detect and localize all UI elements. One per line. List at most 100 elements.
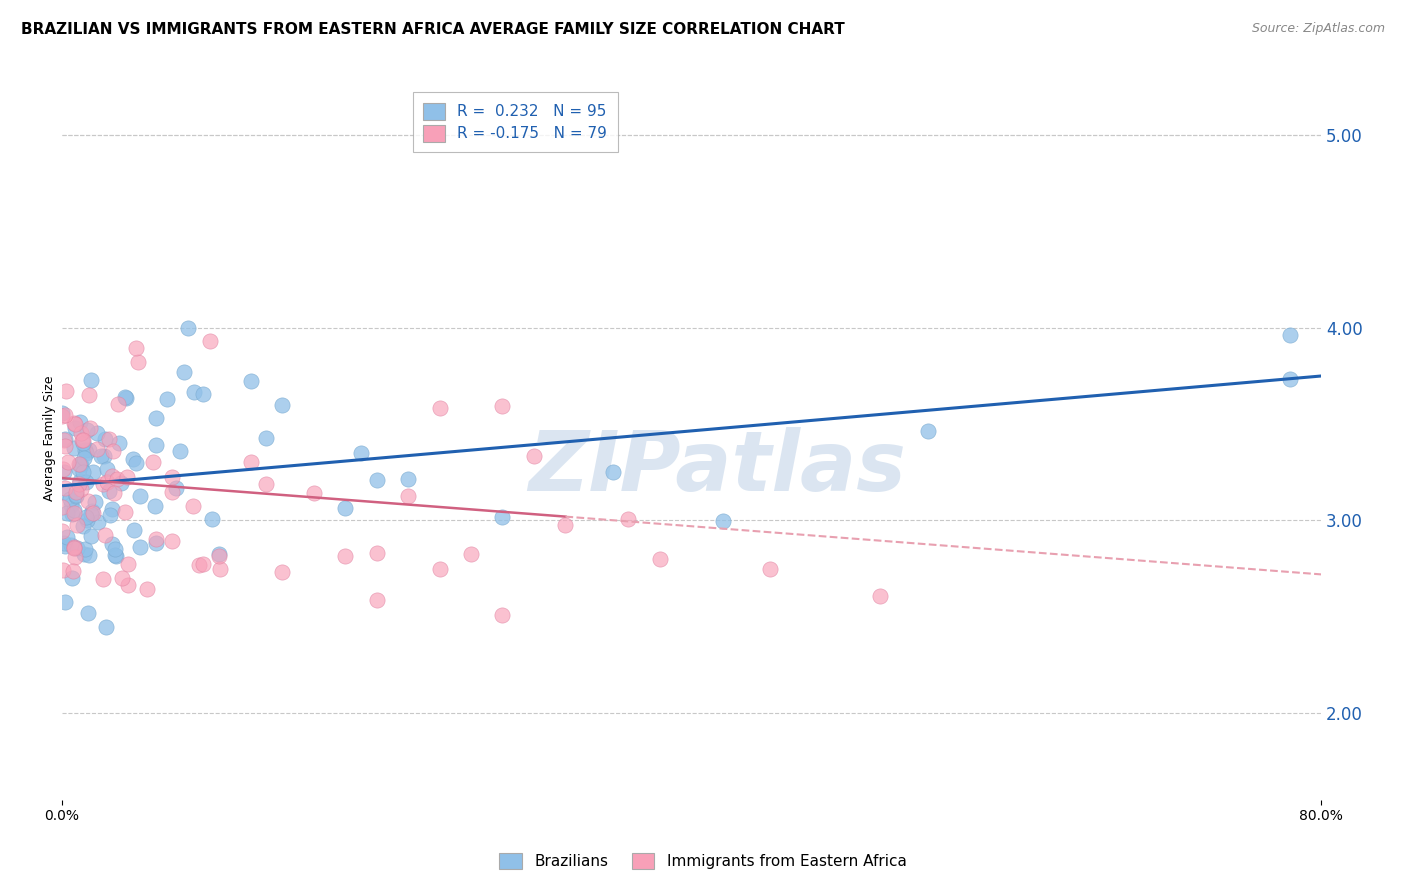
Point <box>209 562 232 576</box>
Point <box>69 415 91 429</box>
Point <box>176 321 198 335</box>
Point <box>187 558 209 573</box>
Point <box>63 541 86 555</box>
Point <box>53 408 76 422</box>
Point <box>67 477 90 491</box>
Point <box>602 465 624 479</box>
Point <box>67 457 90 471</box>
Point <box>69 458 91 472</box>
Point <box>114 390 136 404</box>
Point <box>94 432 117 446</box>
Point <box>75 442 97 457</box>
Point <box>156 392 179 407</box>
Point <box>160 484 183 499</box>
Point <box>56 506 79 520</box>
Point <box>60 508 83 522</box>
Point <box>169 444 191 458</box>
Point <box>60 571 83 585</box>
Point <box>53 465 76 479</box>
Point <box>759 562 782 576</box>
Point <box>76 513 98 527</box>
Point <box>53 481 76 495</box>
Point <box>208 547 231 561</box>
Point <box>142 455 165 469</box>
Point <box>96 475 118 489</box>
Y-axis label: Average Family Size: Average Family Size <box>44 376 56 501</box>
Point <box>271 399 294 413</box>
Point <box>711 514 734 528</box>
Point <box>460 547 482 561</box>
Point <box>333 549 356 564</box>
Point <box>104 541 127 556</box>
Point <box>75 509 97 524</box>
Point <box>554 517 576 532</box>
Point <box>122 523 145 537</box>
Point <box>63 550 86 565</box>
Point <box>51 409 73 424</box>
Point <box>103 486 125 500</box>
Point <box>917 424 939 438</box>
Point <box>124 341 146 355</box>
Point <box>51 524 73 539</box>
Point <box>110 475 132 490</box>
Point <box>396 472 419 486</box>
Point <box>72 519 94 533</box>
Point <box>114 505 136 519</box>
Point <box>491 608 513 623</box>
Point <box>115 469 138 483</box>
Point <box>193 387 215 401</box>
Point <box>53 595 76 609</box>
Point <box>101 469 124 483</box>
Point <box>160 533 183 548</box>
Point <box>80 373 103 387</box>
Point <box>72 465 94 479</box>
Point <box>100 502 122 516</box>
Point <box>165 482 187 496</box>
Point <box>105 549 128 563</box>
Point <box>72 450 94 465</box>
Point <box>53 540 76 554</box>
Point <box>96 620 118 634</box>
Point <box>67 462 90 476</box>
Point <box>76 446 98 460</box>
Point <box>63 417 86 431</box>
Point <box>91 573 114 587</box>
Point <box>396 490 419 504</box>
Point <box>108 436 131 450</box>
Point <box>271 566 294 580</box>
Point <box>77 388 100 402</box>
Point <box>82 507 104 521</box>
Point <box>1278 327 1301 342</box>
Point <box>145 536 167 550</box>
Point <box>96 462 118 476</box>
Point <box>65 541 87 555</box>
Point <box>77 442 100 457</box>
Point <box>1278 371 1301 385</box>
Point <box>52 462 75 476</box>
Point <box>75 542 97 557</box>
Point <box>117 558 139 572</box>
Point <box>90 449 112 463</box>
Point <box>51 406 73 420</box>
Point <box>366 592 388 607</box>
Point <box>69 457 91 471</box>
Point <box>97 432 120 446</box>
Point <box>77 548 100 562</box>
Point <box>333 501 356 516</box>
Point <box>523 449 546 463</box>
Point <box>366 473 388 487</box>
Point <box>183 384 205 399</box>
Point <box>145 532 167 546</box>
Point <box>129 540 152 554</box>
Point <box>491 510 513 524</box>
Point <box>66 517 89 532</box>
Text: BRAZILIAN VS IMMIGRANTS FROM EASTERN AFRICA AVERAGE FAMILY SIZE CORRELATION CHAR: BRAZILIAN VS IMMIGRANTS FROM EASTERN AFR… <box>21 22 845 37</box>
Point <box>86 442 108 456</box>
Point <box>70 433 93 447</box>
Point <box>76 423 98 437</box>
Point <box>63 502 86 516</box>
Point <box>70 426 93 441</box>
Point <box>117 577 139 591</box>
Point <box>59 538 82 552</box>
Point <box>53 439 76 453</box>
